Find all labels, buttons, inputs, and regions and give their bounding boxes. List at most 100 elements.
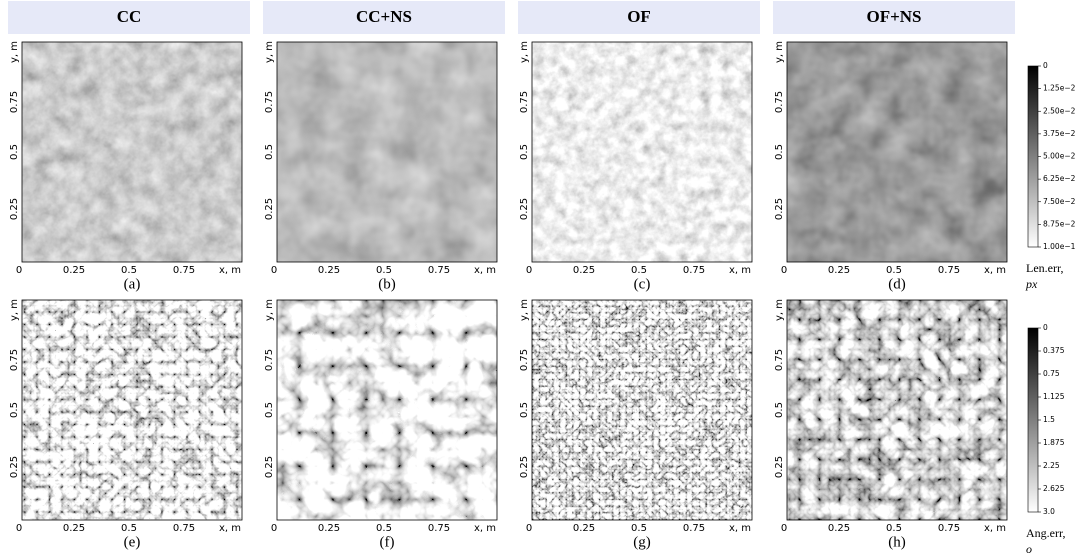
- panel-image: [532, 300, 752, 520]
- y-tick-label: 0.5: [519, 402, 530, 418]
- y-tick-label: 0.25: [519, 456, 530, 478]
- colorbar-label: 0: [1043, 61, 1048, 70]
- column-header: OF: [627, 7, 651, 26]
- colorbar-unit: o: [1026, 542, 1032, 556]
- x-tick-label: x, m: [219, 265, 241, 276]
- x-tick-label: 0: [781, 523, 787, 534]
- x-tick-label: x, m: [984, 265, 1006, 276]
- y-tick-label: 0.25: [519, 198, 530, 220]
- y-tick-label: 0.75: [9, 349, 20, 371]
- x-tick-label: 0.25: [828, 523, 850, 534]
- colorbar-unit: Len.err,: [1026, 261, 1064, 275]
- y-tick-label: y, m: [9, 299, 20, 321]
- column-header: OF+NS: [866, 7, 921, 26]
- y-tick-label: y, m: [264, 41, 275, 63]
- panel-image: [22, 42, 242, 262]
- panel-image: [532, 42, 752, 262]
- x-tick-label: x, m: [474, 523, 496, 534]
- y-tick-label: 0.75: [264, 91, 275, 113]
- panel-image: [22, 300, 242, 520]
- x-tick-label: 0.5: [631, 523, 647, 534]
- y-tick-label: 0.25: [264, 198, 275, 220]
- x-tick-label: 0: [16, 265, 22, 276]
- y-tick-label: 0.25: [774, 456, 785, 478]
- y-tick-label: 0.5: [264, 402, 275, 418]
- panel-image: [277, 300, 497, 520]
- x-tick-label: 0: [781, 265, 787, 276]
- panel-image: [787, 300, 1007, 520]
- y-tick-label: 0.75: [774, 91, 785, 113]
- panel-image: [787, 42, 1007, 262]
- colorbar-unit: px: [1025, 277, 1038, 291]
- panel-label: (a): [124, 276, 141, 292]
- x-tick-label: 0.5: [376, 265, 392, 276]
- colorbar: [1028, 66, 1038, 247]
- y-tick-label: 0.75: [774, 349, 785, 371]
- x-tick-label: 0.5: [886, 265, 902, 276]
- colorbar-label: 2.625: [1043, 484, 1065, 493]
- x-tick-label: x, m: [729, 265, 751, 276]
- y-tick-label: y, m: [519, 41, 530, 63]
- panel-image: [277, 42, 497, 262]
- x-tick-label: x, m: [984, 523, 1006, 534]
- colorbar-label: 2.50e−2: [1043, 106, 1076, 115]
- x-tick-label: 0.25: [318, 265, 340, 276]
- y-tick-label: 0.5: [9, 144, 20, 160]
- x-tick-label: 0.75: [173, 265, 195, 276]
- y-tick-label: y, m: [9, 41, 20, 63]
- colorbar-label: 1.5: [1043, 415, 1055, 424]
- colorbar-label: 1.00e−1: [1043, 242, 1076, 251]
- panel-label: (e): [124, 534, 141, 550]
- y-tick-label: 0.25: [9, 198, 20, 220]
- colorbar-label: 5.00e−2: [1043, 152, 1076, 161]
- x-tick-label: 0: [16, 523, 22, 534]
- colorbar-label: 3.0: [1043, 507, 1055, 516]
- y-tick-label: y, m: [519, 299, 530, 321]
- column-header: CC: [117, 7, 142, 26]
- panel-label: (h): [888, 534, 906, 550]
- x-tick-label: 0.5: [376, 523, 392, 534]
- y-tick-label: 0.75: [9, 91, 20, 113]
- y-tick-label: 0.25: [264, 456, 275, 478]
- x-tick-label: x, m: [219, 523, 241, 534]
- y-tick-label: 0.5: [774, 402, 785, 418]
- y-tick-label: 0.5: [519, 144, 530, 160]
- x-tick-label: 0: [526, 523, 532, 534]
- x-tick-label: x, m: [474, 265, 496, 276]
- x-tick-label: 0.75: [428, 265, 450, 276]
- x-tick-label: 0.75: [938, 523, 960, 534]
- column-header: CC+NS: [356, 7, 412, 26]
- x-tick-label: 0.75: [938, 265, 960, 276]
- colorbar-label: 6.25e−2: [1043, 174, 1076, 183]
- panel-label: (g): [633, 534, 651, 550]
- figure: CC CC+NS OF OF+NS 0 0.25 0.5 0.75 x, m y, m 0.75 0.…: [0, 0, 1078, 560]
- y-tick-label: 0.25: [774, 198, 785, 220]
- x-tick-label: 0.25: [573, 265, 595, 276]
- x-tick-label: 0.75: [173, 523, 195, 534]
- y-tick-label: 0.75: [264, 349, 275, 371]
- y-tick-label: y, m: [264, 299, 275, 321]
- y-tick-label: 0.5: [264, 144, 275, 160]
- x-tick-label: 0.25: [828, 265, 850, 276]
- x-tick-label: 0.5: [886, 523, 902, 534]
- y-tick-label: y, m: [774, 299, 785, 321]
- colorbar-label: 1.875: [1043, 438, 1065, 447]
- x-tick-label: 0.25: [318, 523, 340, 534]
- x-tick-label: x, m: [729, 523, 751, 534]
- colorbar-unit: Ang.err,: [1026, 526, 1066, 540]
- colorbar-label: 7.50e−2: [1043, 197, 1076, 206]
- x-tick-label: 0.5: [121, 265, 137, 276]
- x-tick-label: 0.5: [631, 265, 647, 276]
- y-tick-label: 0.75: [519, 349, 530, 371]
- colorbar-label: 0.75: [1043, 369, 1060, 378]
- panel-label: (d): [888, 276, 906, 292]
- x-tick-label: 0.25: [63, 265, 85, 276]
- y-tick-label: 0.5: [774, 144, 785, 160]
- colorbar-label: 1.25e−2: [1043, 84, 1076, 93]
- colorbar: [1028, 328, 1038, 512]
- panel-label: (c): [634, 276, 651, 292]
- y-tick-label: 0.25: [9, 456, 20, 478]
- x-tick-label: 0.25: [573, 523, 595, 534]
- colorbar-label: 0: [1043, 323, 1048, 332]
- x-tick-label: 0.75: [428, 523, 450, 534]
